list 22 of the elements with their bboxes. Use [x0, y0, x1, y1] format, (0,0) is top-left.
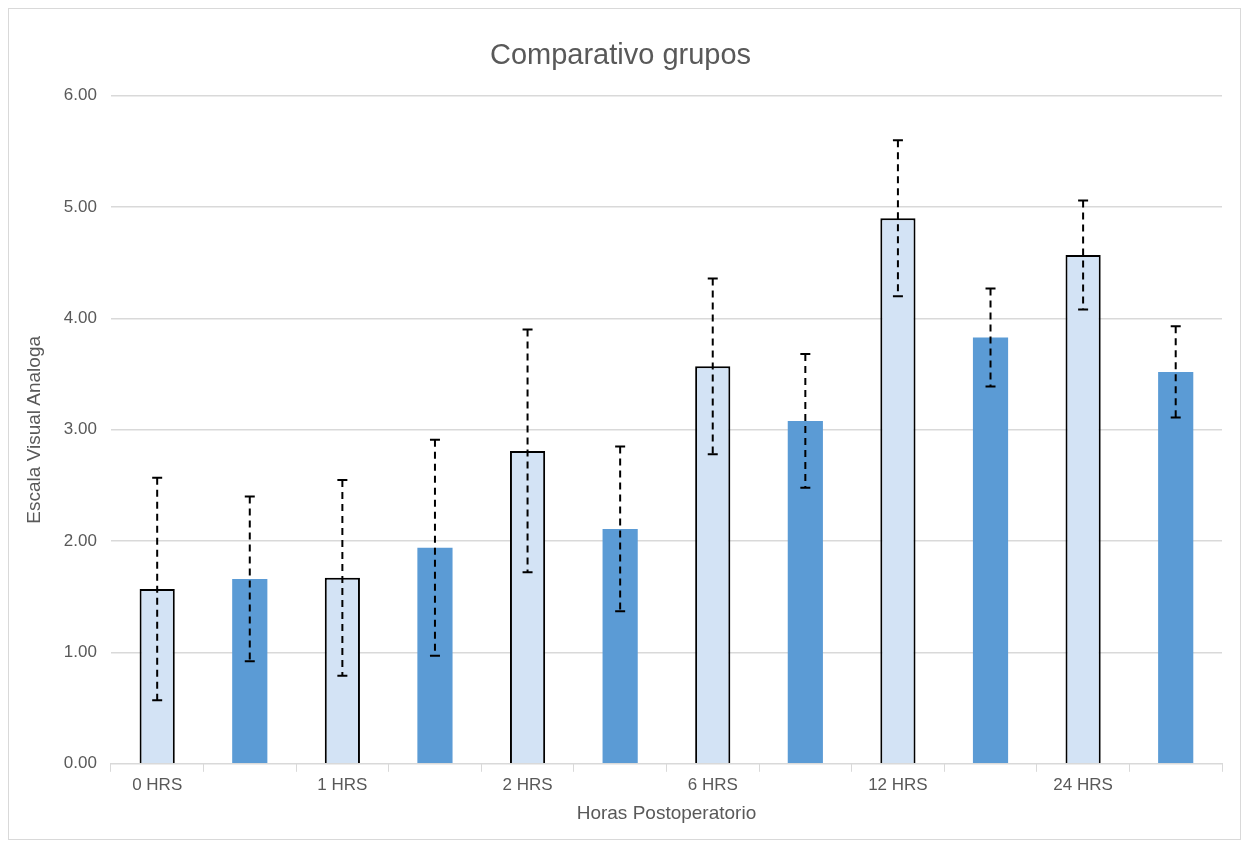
bar	[417, 547, 453, 764]
y-tick-label: 1.00	[63, 642, 97, 662]
x-tick-label: 0 HRS	[132, 774, 183, 794]
bar	[972, 337, 1009, 764]
y-tick-label: 4.00	[63, 308, 97, 328]
x-tick-label: 6 HRS	[687, 774, 738, 794]
y-tick-label: 2.00	[63, 530, 97, 550]
chart-title: Comparativo grupos	[489, 38, 752, 71]
x-tick-label: 24 HRS	[1053, 774, 1113, 794]
bar	[1158, 371, 1194, 764]
y-axis-title: Escala Visual Analoga	[22, 335, 44, 524]
x-tick-label: 2 HRS	[502, 774, 553, 794]
bar	[787, 420, 823, 764]
x-axis-title: Horas Postoperatorio	[576, 801, 757, 823]
y-tick-label: 0.00	[63, 753, 97, 773]
bar	[602, 528, 638, 764]
y-tick-label: 5.00	[63, 196, 97, 216]
y-tick-label: 3.00	[63, 419, 97, 439]
bar	[232, 578, 268, 764]
y-tick-label: 6.00	[63, 85, 97, 105]
x-tick-label: 12 HRS	[868, 774, 928, 794]
x-tick-label: 1 HRS	[317, 774, 368, 794]
